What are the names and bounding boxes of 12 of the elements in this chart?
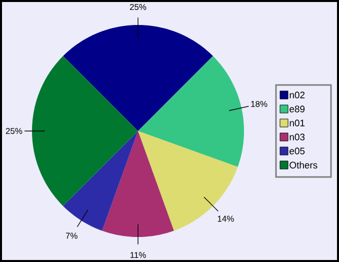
legend-label: n03 bbox=[290, 134, 305, 140]
legend-label: e89 bbox=[290, 106, 305, 112]
legend-label: e05 bbox=[290, 148, 305, 154]
data-label: 11% bbox=[130, 252, 146, 258]
legend-label: Others bbox=[290, 162, 318, 168]
data-label: 25% bbox=[6, 128, 22, 134]
data-label: 7% bbox=[66, 232, 78, 239]
data-label: 14% bbox=[218, 216, 234, 222]
data-label: 18% bbox=[251, 100, 268, 107]
legend-label: n02 bbox=[290, 92, 305, 98]
data-label: 25% bbox=[130, 4, 146, 10]
legend-label: n01 bbox=[290, 120, 305, 126]
